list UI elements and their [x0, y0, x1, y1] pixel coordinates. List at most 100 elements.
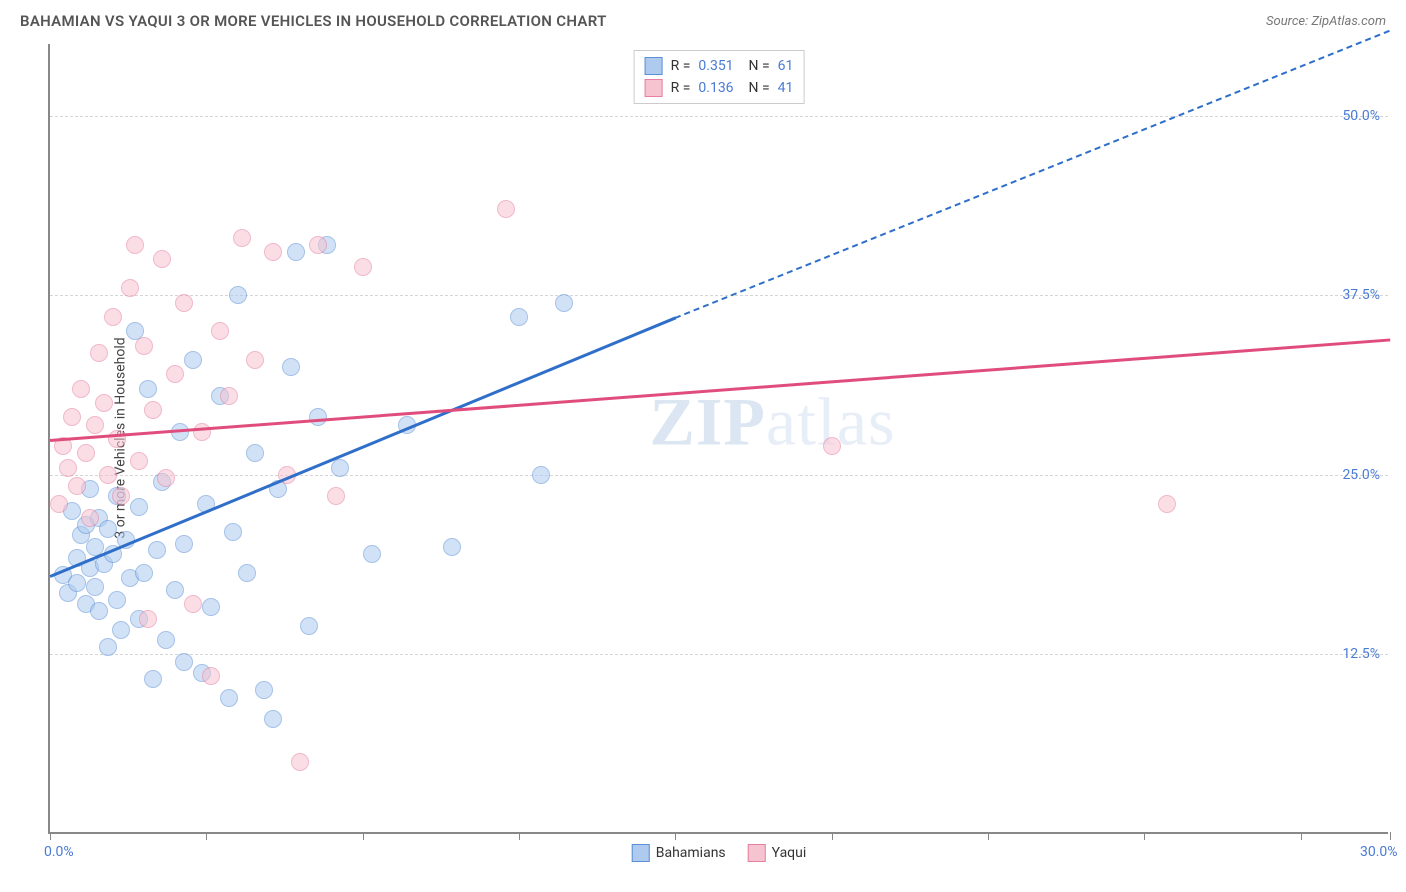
scatter-point — [443, 538, 461, 556]
gridline-horizontal — [50, 295, 1388, 296]
scatter-point — [510, 308, 528, 326]
regression-line — [50, 317, 676, 578]
scatter-point — [354, 258, 372, 276]
scatter-point — [86, 416, 104, 434]
scatter-point — [99, 638, 117, 656]
scatter-point — [68, 574, 86, 592]
scatter-point — [130, 452, 148, 470]
scatter-point — [166, 365, 184, 383]
scatter-point — [823, 437, 841, 455]
scatter-point — [331, 459, 349, 477]
scatter-point — [300, 617, 318, 635]
scatter-point — [139, 380, 157, 398]
scatter-point — [246, 444, 264, 462]
scatter-point — [327, 487, 345, 505]
legend-n-label: N = — [742, 80, 770, 96]
scatter-point — [184, 351, 202, 369]
legend-row: R = 0.351 N = 61 — [645, 55, 794, 77]
legend-label: Bahamians — [656, 845, 726, 861]
y-tick-label: 50.0% — [1342, 108, 1380, 124]
scatter-point — [153, 250, 171, 268]
scatter-point — [211, 322, 229, 340]
scatter-point — [291, 753, 309, 771]
scatter-point — [112, 487, 130, 505]
y-tick-label: 12.5% — [1342, 646, 1380, 662]
plot-area: ZIPatlas 3 or more Vehicles in Household… — [48, 44, 1388, 834]
scatter-point — [108, 591, 126, 609]
scatter-point — [130, 498, 148, 516]
x-tick — [206, 832, 207, 840]
scatter-point — [233, 229, 251, 247]
scatter-point — [86, 578, 104, 596]
scatter-point — [555, 294, 573, 312]
scatter-point — [246, 351, 264, 369]
scatter-point — [229, 286, 247, 304]
scatter-point — [99, 520, 117, 538]
gridline-horizontal — [50, 116, 1388, 117]
x-tick — [988, 832, 989, 840]
scatter-point — [77, 444, 95, 462]
scatter-point — [144, 401, 162, 419]
x-tick-label: 0.0% — [44, 844, 74, 860]
legend-n-value: 41 — [778, 80, 794, 96]
x-tick-label: 30.0% — [1360, 844, 1398, 860]
legend-swatch — [632, 844, 650, 862]
scatter-point — [59, 459, 77, 477]
scatter-point — [148, 541, 166, 559]
scatter-point — [202, 667, 220, 685]
legend-swatch — [748, 844, 766, 862]
scatter-point — [121, 279, 139, 297]
legend-n-label: N = — [742, 58, 770, 74]
scatter-point — [255, 681, 273, 699]
scatter-point — [104, 308, 122, 326]
scatter-point — [157, 631, 175, 649]
scatter-point — [202, 598, 220, 616]
scatter-point — [72, 380, 90, 398]
legend-label: Yaqui — [772, 845, 807, 861]
scatter-point — [363, 545, 381, 563]
x-tick — [519, 832, 520, 840]
gridline-horizontal — [50, 475, 1388, 476]
gridline-horizontal — [50, 654, 1388, 655]
scatter-point — [175, 294, 193, 312]
legend-r-value: 0.136 — [698, 80, 733, 96]
watermark: ZIPatlas — [650, 383, 896, 462]
scatter-point — [135, 564, 153, 582]
x-tick — [1390, 832, 1391, 840]
scatter-point — [112, 621, 130, 639]
legend-r-label: R = — [671, 58, 691, 74]
legend-item: Yaqui — [748, 844, 807, 862]
scatter-point — [144, 670, 162, 688]
scatter-point — [224, 523, 242, 541]
scatter-point — [68, 477, 86, 495]
scatter-point — [95, 394, 113, 412]
chart-container: ZIPatlas 3 or more Vehicles in Household… — [48, 44, 1388, 834]
source-attribution: Source: ZipAtlas.com — [1266, 14, 1386, 29]
legend-swatch — [645, 79, 663, 97]
y-tick-label: 37.5% — [1342, 287, 1380, 303]
scatter-point — [264, 243, 282, 261]
scatter-point — [50, 495, 68, 513]
scatter-point — [287, 243, 305, 261]
scatter-point — [220, 689, 238, 707]
x-tick — [1144, 832, 1145, 840]
scatter-point — [497, 200, 515, 218]
legend-n-value: 61 — [778, 58, 794, 74]
scatter-point — [90, 602, 108, 620]
x-tick — [832, 832, 833, 840]
scatter-point — [282, 358, 300, 376]
scatter-point — [90, 344, 108, 362]
scatter-point — [309, 236, 327, 254]
scatter-point — [166, 581, 184, 599]
scatter-point — [81, 509, 99, 527]
x-tick — [1301, 832, 1302, 840]
scatter-point — [1158, 495, 1176, 513]
legend-r-value: 0.351 — [698, 58, 733, 74]
chart-title: BAHAMIAN VS YAQUI 3 OR MORE VEHICLES IN … — [20, 12, 607, 30]
scatter-point — [175, 535, 193, 553]
legend-row: R = 0.136 N = 41 — [645, 77, 794, 99]
scatter-point — [99, 466, 117, 484]
y-tick-label: 25.0% — [1342, 467, 1380, 483]
x-tick — [675, 832, 676, 840]
scatter-point — [220, 387, 238, 405]
